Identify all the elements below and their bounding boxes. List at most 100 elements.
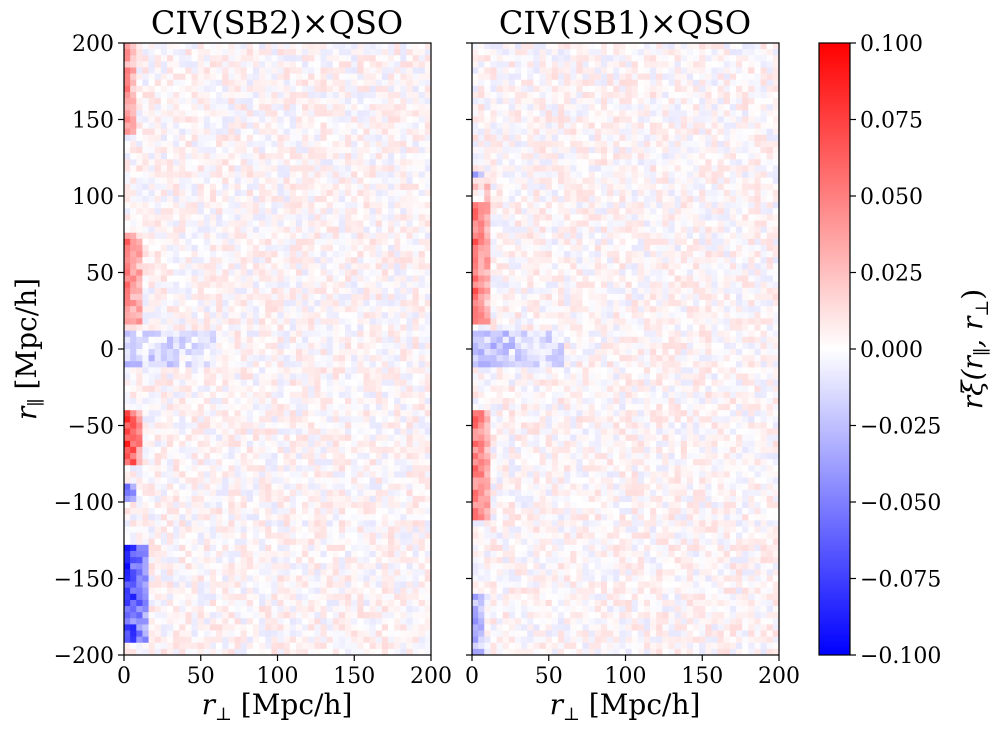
heatmap-cell [369, 459, 377, 466]
heatmap-cell [148, 569, 156, 576]
heatmap-cell [320, 465, 328, 472]
heatmap-cell [351, 630, 358, 638]
heatmap-cell [234, 257, 242, 264]
heatmap-cell [271, 563, 278, 570]
heatmap-cell [160, 569, 168, 576]
heatmap-cell [283, 171, 291, 179]
heatmap-cell [308, 477, 315, 485]
heatmap-cell [424, 446, 432, 454]
heatmap-cell [351, 410, 358, 417]
heatmap-cell [173, 238, 180, 246]
heatmap-cell [197, 232, 205, 240]
heatmap-cell [166, 422, 174, 429]
heatmap-cell [124, 373, 131, 380]
heatmap-cell [124, 147, 131, 154]
heatmap-cell [173, 544, 180, 552]
heatmap-cell [185, 214, 192, 221]
heatmap-cell [222, 434, 229, 442]
heatmap-cell [124, 318, 131, 325]
heatmap-cell [332, 514, 340, 521]
heatmap-cell [259, 422, 266, 429]
heatmap-cell [197, 177, 205, 185]
heatmap-cell [271, 342, 278, 350]
heatmap-cell [228, 79, 235, 87]
heatmap-cell [271, 508, 278, 515]
heatmap-cell [252, 416, 260, 423]
heatmap-cell [203, 306, 211, 313]
heatmap-cell [326, 520, 334, 527]
heatmap-cell [283, 263, 291, 270]
heatmap-cell [375, 446, 383, 454]
heatmap-cell [308, 134, 315, 142]
heatmap-cell [320, 648, 328, 656]
heatmap-cell [332, 471, 340, 478]
heatmap-cell [400, 49, 407, 56]
heatmap-cell [234, 599, 242, 607]
heatmap-cell [246, 208, 254, 215]
heatmap-cell [400, 563, 407, 570]
heatmap-cell [130, 434, 137, 442]
heatmap-cell [357, 238, 364, 246]
heatmap-cell [209, 220, 217, 227]
heatmap-cell [332, 361, 340, 368]
heatmap-cell [357, 526, 364, 533]
heatmap-cell [381, 575, 389, 582]
heatmap-cell [406, 373, 413, 380]
heatmap-cell [240, 153, 248, 160]
heatmap-cell [424, 459, 432, 466]
heatmap-cell [191, 391, 199, 399]
heatmap-cell [406, 196, 413, 203]
heatmap-cell [308, 520, 315, 527]
heatmap-cell [338, 587, 346, 595]
heatmap-cell [246, 514, 254, 521]
heatmap-cell [154, 293, 162, 301]
heatmap-cell [283, 134, 291, 142]
heatmap-cell [338, 171, 346, 179]
heatmap-cell [400, 581, 407, 589]
heatmap-cell [406, 599, 413, 607]
heatmap-cell [412, 434, 420, 442]
heatmap-cell [271, 67, 278, 74]
heatmap-cell [185, 257, 192, 264]
heatmap-cell [160, 73, 168, 81]
heatmap-cell [375, 349, 383, 356]
heatmap-cell [222, 153, 229, 160]
heatmap-cell [142, 91, 149, 99]
heatmap-cell [277, 636, 285, 644]
heatmap-cell [412, 43, 420, 50]
heatmap-cell [338, 147, 346, 154]
heatmap-cell [154, 300, 162, 307]
heatmap-cell [136, 98, 143, 105]
heatmap-cell [424, 593, 432, 601]
heatmap-cell [228, 361, 235, 368]
heatmap-cell [412, 140, 420, 148]
heatmap-cell [302, 281, 309, 289]
heatmap-cell [412, 465, 420, 472]
heatmap-cell [259, 251, 266, 258]
heatmap-cell [228, 459, 235, 466]
heatmap-cell [295, 520, 303, 527]
heatmap-cell [369, 287, 377, 295]
heatmap-cell [154, 520, 162, 527]
heatmap-cell [332, 232, 340, 240]
heatmap-cell [424, 440, 432, 448]
heatmap-cell [283, 367, 291, 374]
heatmap-cell [363, 312, 370, 319]
heatmap-cell [338, 428, 346, 436]
heatmap-cell [154, 440, 162, 448]
heatmap-cell [332, 624, 340, 631]
heatmap-cell [265, 128, 272, 136]
heatmap-cell [148, 189, 156, 197]
heatmap-cell [357, 606, 364, 613]
heatmap-cell [228, 502, 235, 509]
heatmap-cell [173, 391, 180, 399]
heatmap-cell [179, 397, 186, 405]
heatmap-cell [259, 85, 266, 93]
heatmap-cell [412, 526, 420, 533]
heatmap-cell [185, 453, 192, 460]
heatmap-cell [351, 165, 358, 172]
heatmap-cell [173, 453, 180, 460]
heatmap-cell [148, 147, 156, 154]
heatmap-cell [265, 165, 272, 172]
heatmap-cell [320, 581, 328, 589]
